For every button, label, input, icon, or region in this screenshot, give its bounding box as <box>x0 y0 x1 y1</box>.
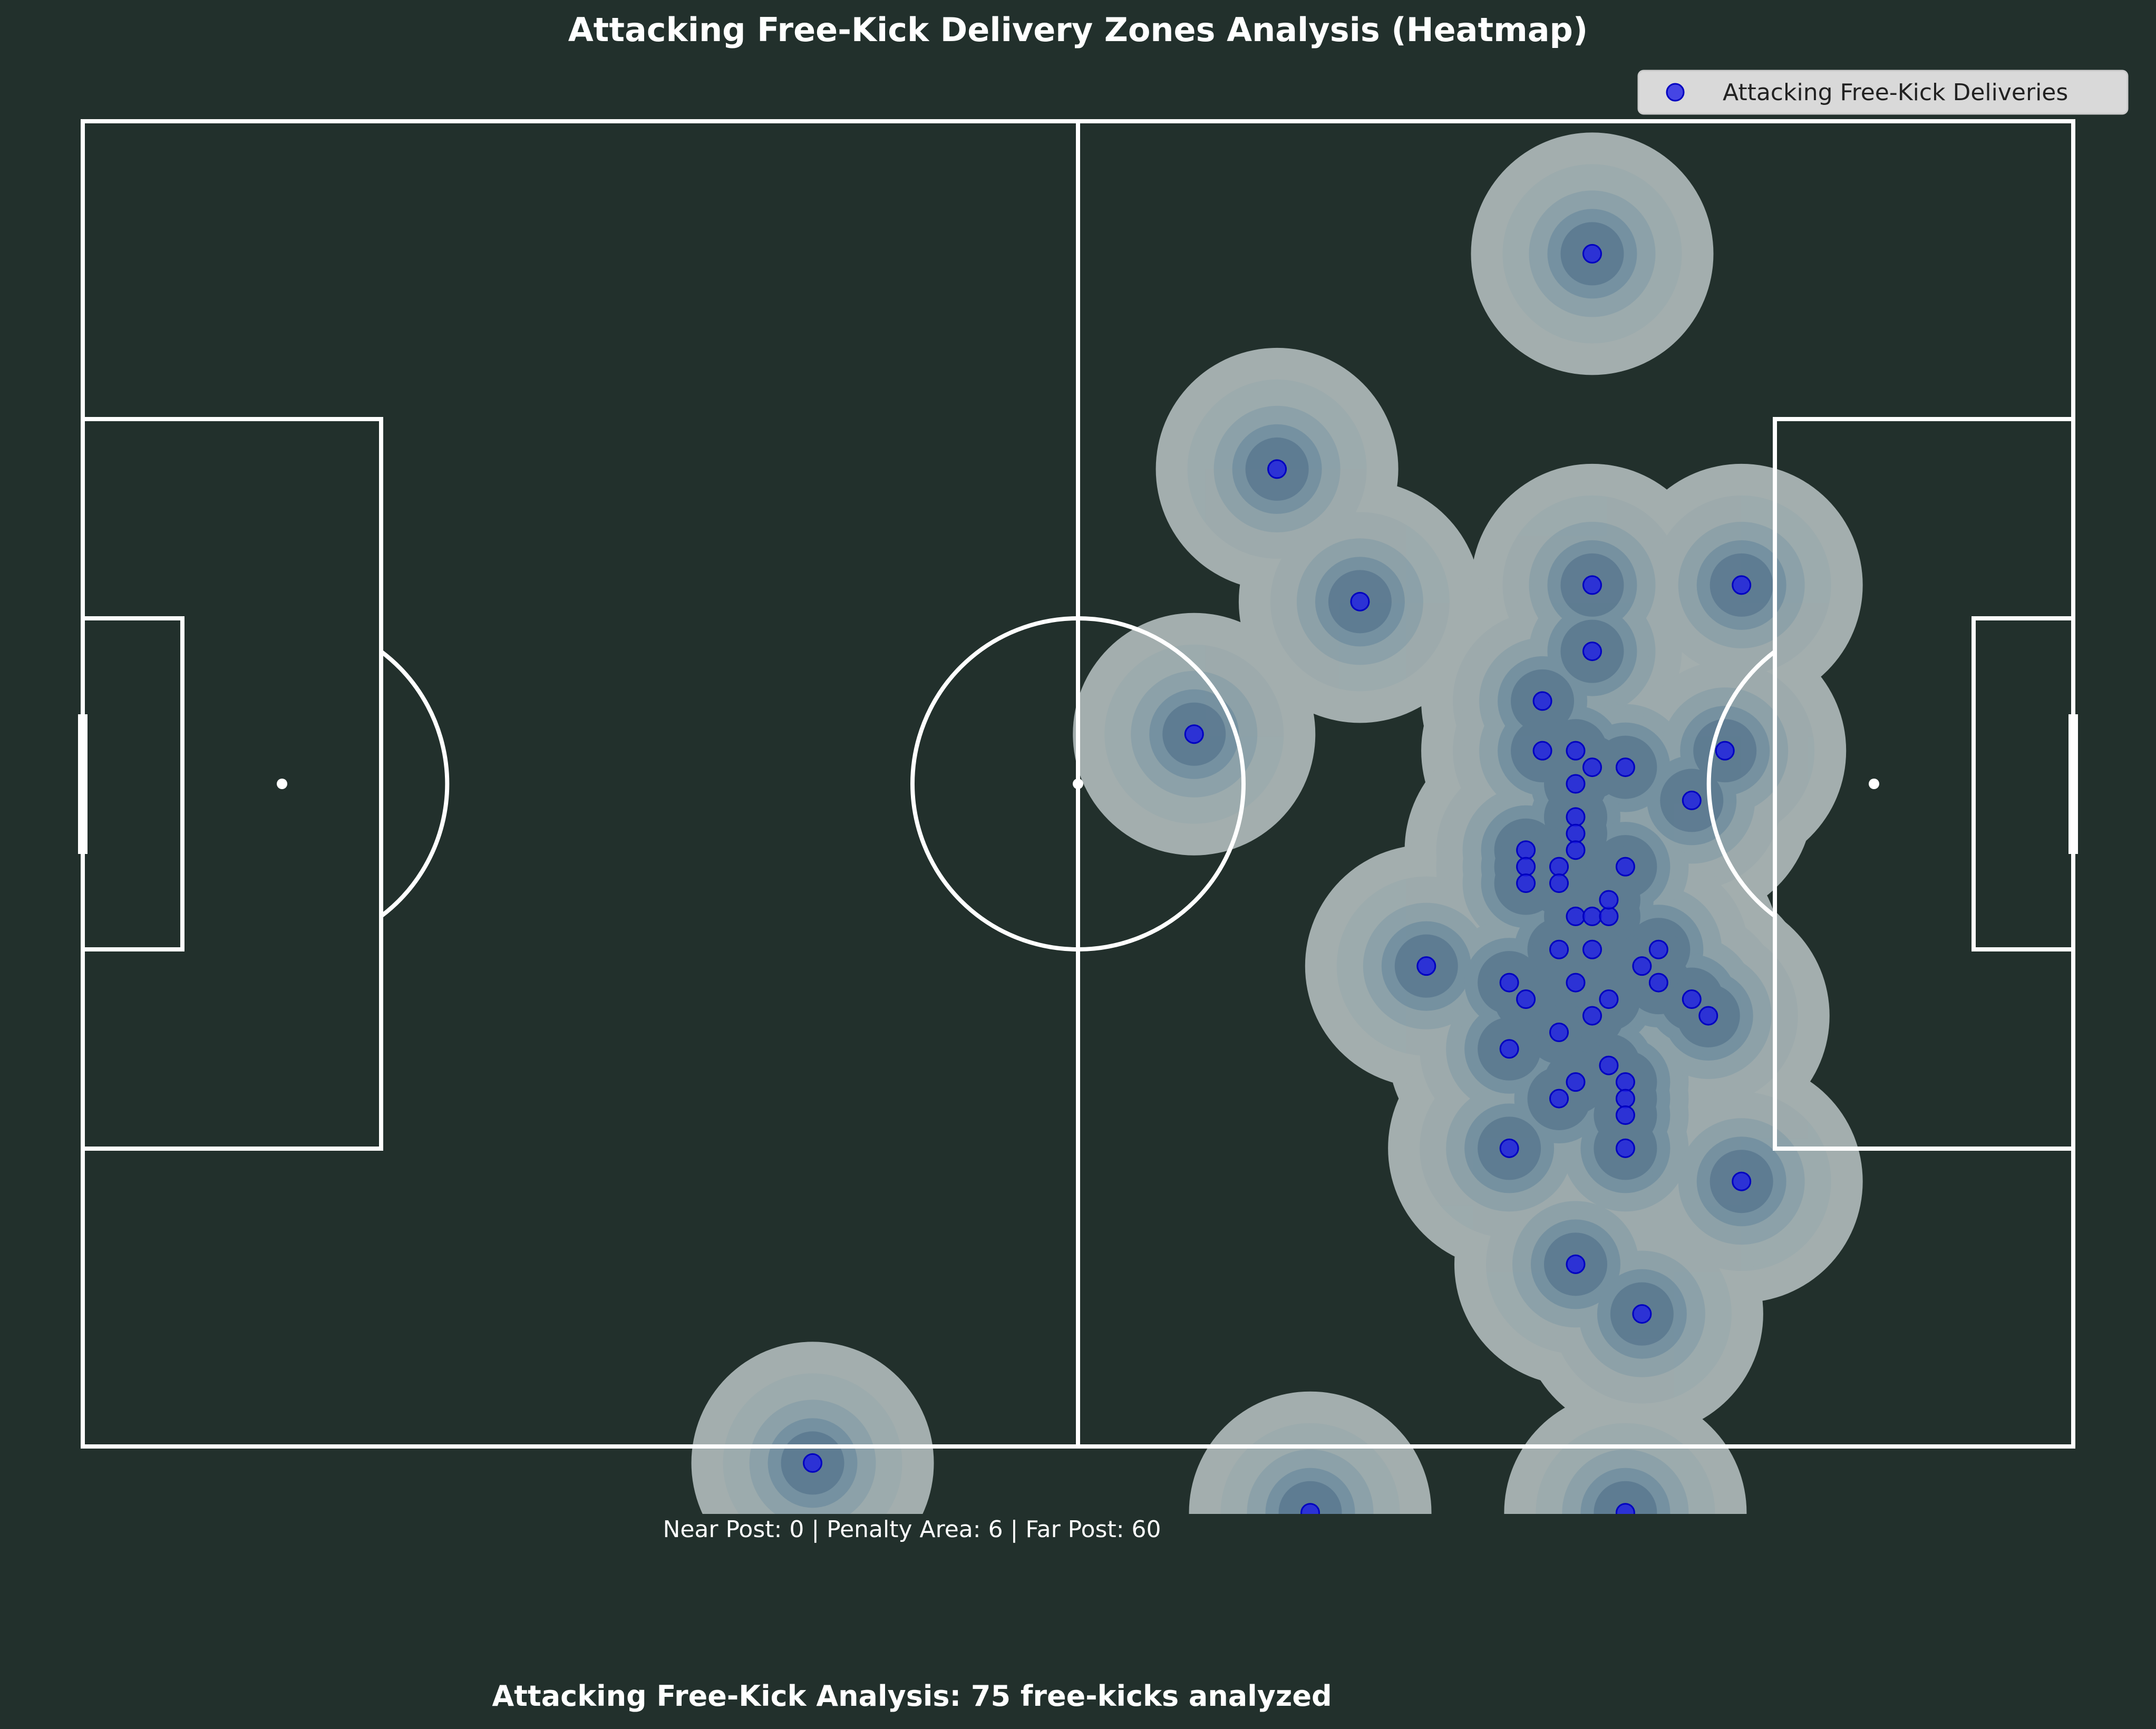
legend: Attacking Free-Kick Deliveries <box>1637 70 2129 115</box>
delivery-point <box>1549 1089 1569 1109</box>
delivery-point <box>1682 790 1702 810</box>
delivery-point <box>1549 939 1569 959</box>
legend-marker <box>1666 83 1685 102</box>
delivery-point <box>1582 906 1602 926</box>
delivery-point <box>1682 989 1702 1009</box>
delivery-point <box>1350 591 1370 611</box>
delivery-point <box>1300 1503 1320 1514</box>
delivery-point <box>1648 939 1668 959</box>
delivery-point <box>1566 741 1586 761</box>
delivery-point <box>1267 459 1287 479</box>
density-blob <box>1265 1468 1355 1514</box>
density-blob <box>1278 1481 1342 1514</box>
center-spot <box>1073 779 1083 789</box>
delivery-point <box>1599 989 1619 1009</box>
right-six-yard-box <box>1972 616 2075 951</box>
density-heatmap <box>691 132 1863 1514</box>
delivery-point <box>1732 575 1752 595</box>
delivery-point <box>1566 906 1586 926</box>
delivery-point <box>1582 757 1602 778</box>
delivery-point <box>1732 1171 1752 1191</box>
delivery-point <box>1599 1055 1619 1075</box>
left-penalty-arc <box>380 649 450 918</box>
delivery-point <box>1516 873 1536 893</box>
delivery-point <box>1615 1105 1635 1125</box>
delivery-point <box>1499 1138 1519 1158</box>
delivery-point <box>1566 1254 1586 1274</box>
left-penalty-area <box>81 417 383 1151</box>
density-blob <box>1580 1468 1671 1514</box>
zone-counts-subtitle: Near Post: 0 | Penalty Area: 6 | Far Pos… <box>663 1516 1161 1543</box>
delivery-point <box>1615 757 1635 778</box>
delivery-point <box>1532 741 1552 761</box>
delivery-points <box>803 244 1752 1514</box>
density-blob <box>691 1342 934 1514</box>
delivery-point <box>1615 1138 1635 1158</box>
delivery-point <box>1566 774 1586 794</box>
delivery-point <box>1599 890 1619 910</box>
delivery-point <box>1715 741 1735 761</box>
pitch-markings <box>78 119 2078 1449</box>
left-penalty-spot <box>277 779 287 789</box>
delivery-point <box>1516 840 1536 860</box>
density-blob <box>1247 1449 1374 1514</box>
delivery-point <box>1532 691 1552 711</box>
delivery-point <box>1582 642 1602 662</box>
delivery-point <box>1599 906 1619 926</box>
delivery-point <box>1648 973 1668 993</box>
chart-title: Attacking Free-Kick Delivery Zones Analy… <box>568 11 1588 49</box>
analysis-footer: Attacking Free-Kick Analysis: 75 free-ki… <box>492 1679 1332 1713</box>
delivery-point <box>1566 840 1586 860</box>
delivery-point <box>1632 956 1652 976</box>
delivery-point <box>1499 1039 1519 1059</box>
delivery-point <box>1566 973 1586 993</box>
delivery-point <box>1615 1089 1635 1109</box>
delivery-point <box>1566 823 1586 843</box>
delivery-point <box>1582 575 1602 595</box>
delivery-point <box>1549 1022 1569 1042</box>
right-penalty-arc <box>1706 649 1776 918</box>
delivery-point <box>1582 1006 1602 1026</box>
density-blob <box>1189 1391 1432 1514</box>
delivery-point <box>1416 956 1436 976</box>
delivery-point <box>1499 973 1519 993</box>
center-circle <box>910 616 1246 951</box>
density-blob <box>1504 1391 1747 1514</box>
left-six-yard-box <box>81 616 184 951</box>
legend-box <box>1637 70 2129 115</box>
delivery-point <box>1615 1072 1635 1092</box>
delivery-point <box>1615 1503 1635 1514</box>
delivery-point <box>1582 244 1602 264</box>
delivery-point <box>1615 857 1635 877</box>
legend-label: Attacking Free-Kick Deliveries <box>1723 79 2068 106</box>
density-blob <box>1594 1481 1657 1514</box>
delivery-point <box>1566 1072 1586 1092</box>
delivery-point <box>1184 724 1204 744</box>
delivery-point <box>803 1453 823 1473</box>
delivery-point <box>1632 1304 1652 1324</box>
delivery-point <box>1566 807 1586 827</box>
delivery-point <box>1549 873 1569 893</box>
delivery-point <box>1698 1006 1718 1026</box>
delivery-point <box>1549 857 1569 877</box>
density-layer <box>749 190 1805 1514</box>
delivery-point <box>1516 989 1536 1009</box>
delivery-point <box>1582 939 1602 959</box>
density-blob <box>723 1373 902 1514</box>
delivery-point <box>1516 857 1536 877</box>
density-blob <box>1562 1449 1689 1514</box>
right-penalty-spot <box>1869 779 1879 789</box>
